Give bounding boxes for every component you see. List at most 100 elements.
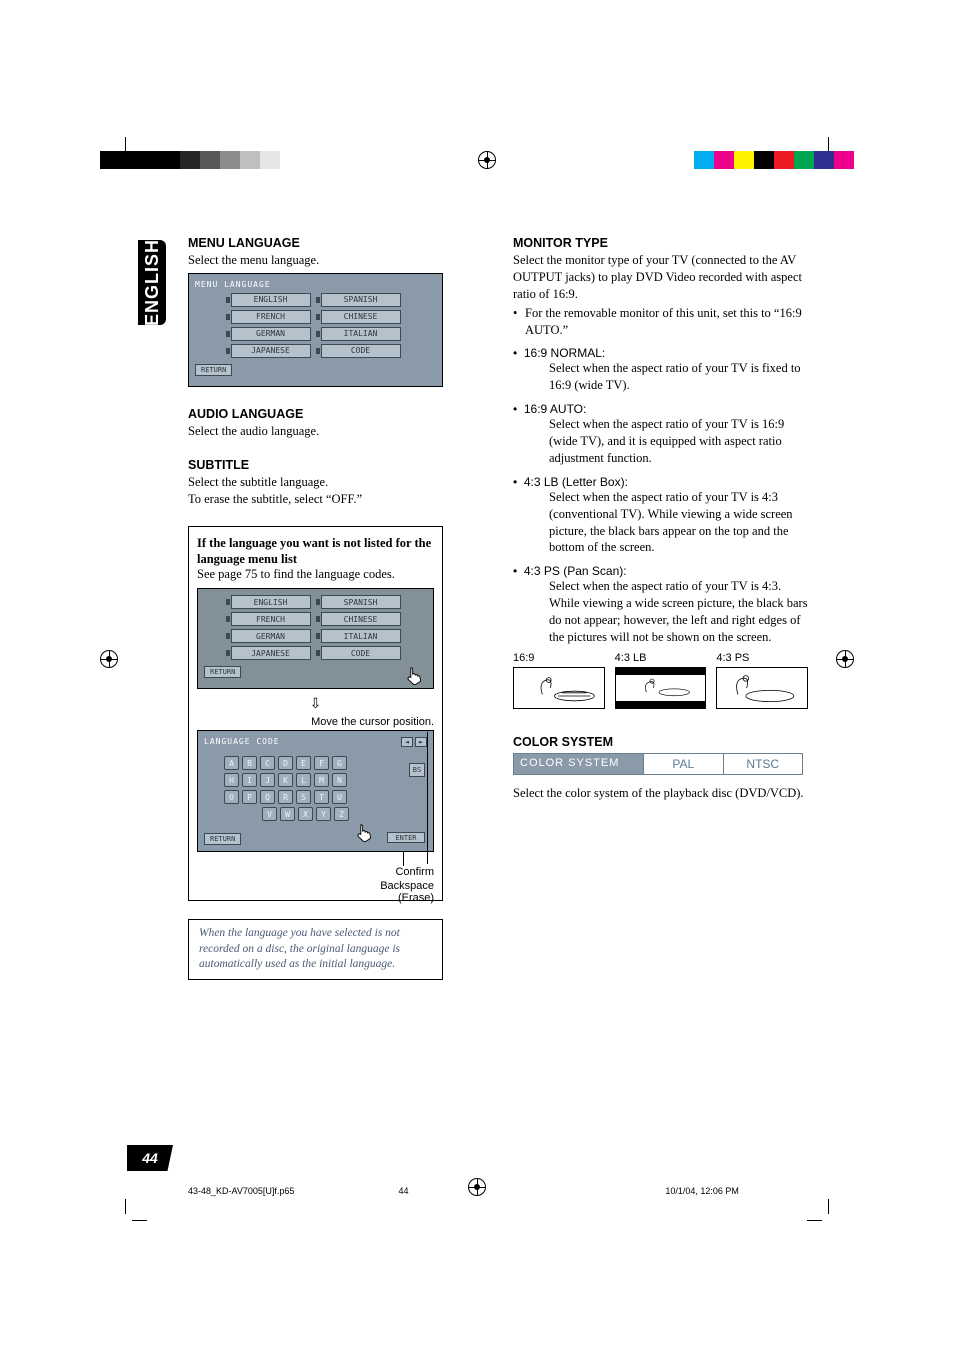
- language-tab-label: ENGLISH: [142, 239, 163, 326]
- keyboard-key[interactable]: L: [296, 773, 311, 787]
- return-button[interactable]: RETURN: [204, 833, 241, 845]
- keyboard-key[interactable]: T: [314, 790, 329, 804]
- keyboard-key[interactable]: W: [280, 807, 295, 821]
- language-tab: ENGLISH: [138, 240, 166, 325]
- audio-language-desc: Select the audio language.: [188, 423, 483, 440]
- menu-option-button[interactable]: FRENCH: [231, 612, 311, 626]
- keyboard-key[interactable]: B: [242, 756, 257, 770]
- keyboard-key[interactable]: S: [296, 790, 311, 804]
- keyboard-key[interactable]: Q: [260, 790, 275, 804]
- menu-option-button[interactable]: SPANISH: [321, 595, 401, 609]
- right-column: MONITOR TYPE Select the monitor type of …: [513, 236, 808, 980]
- keyboard-key[interactable]: M: [314, 773, 329, 787]
- keyboard-key[interactable]: A: [224, 756, 239, 770]
- menu-option-button[interactable]: CODE: [321, 344, 401, 358]
- keyboard-key[interactable]: J: [260, 773, 275, 787]
- keyboard-key[interactable]: K: [278, 773, 293, 787]
- black-step-wedge: [100, 151, 280, 169]
- page-number: 44: [142, 1150, 158, 1166]
- subtitle-desc1: Select the subtitle language.: [188, 474, 483, 491]
- keyboard-key[interactable]: P: [242, 790, 257, 804]
- menu-language-screen: MENU LANGUAGE ENGLISH FRENCH GERMAN JAPANES…: [188, 273, 443, 387]
- menu-option-button[interactable]: SPANISH: [321, 293, 401, 307]
- crop-mark: [125, 1199, 147, 1221]
- monitor-option-body: Select when the aspect ratio of your TV …: [549, 578, 808, 646]
- language-code-info-box: If the language you want is not listed f…: [188, 526, 443, 902]
- menu-option-button[interactable]: FRENCH: [231, 310, 311, 324]
- color-swatch-bar: [694, 151, 854, 169]
- keyboard-key[interactable]: Z: [334, 807, 349, 821]
- menu-option-button[interactable]: ITALIAN: [321, 629, 401, 643]
- hand-cursor-icon: [353, 822, 375, 847]
- menu-option-button[interactable]: ITALIAN: [321, 327, 401, 341]
- keyboard-key[interactable]: Y: [316, 807, 331, 821]
- menu-option-button[interactable]: JAPANESE: [231, 344, 311, 358]
- keyboard-key[interactable]: X: [298, 807, 313, 821]
- keyboard-key[interactable]: G: [332, 756, 347, 770]
- aspect-169-icon: [513, 667, 605, 709]
- cursor-left-button[interactable]: ◄: [401, 737, 413, 747]
- screen-header: MENU LANGUAGE: [195, 280, 436, 289]
- cursor-right-button[interactable]: ►: [415, 737, 427, 747]
- menu-option-button[interactable]: ENGLISH: [231, 595, 311, 609]
- keyboard-key[interactable]: R: [278, 790, 293, 804]
- print-registration-bar: [0, 145, 954, 175]
- color-swatch: [734, 151, 754, 169]
- menu-option-button[interactable]: CHINESE: [321, 612, 401, 626]
- aspect-label-43ps: 4:3 PS: [716, 652, 808, 664]
- down-arrow-icon: ⇩: [197, 695, 434, 712]
- menu-option-button[interactable]: CHINESE: [321, 310, 401, 324]
- menu-option-button[interactable]: JAPANESE: [231, 646, 311, 660]
- menu-option-button[interactable]: ENGLISH: [231, 293, 311, 307]
- note-text: When the language you have selected is n…: [199, 926, 432, 973]
- keyboard-key[interactable]: E: [296, 756, 311, 770]
- print-footer: 43-48_KD-AV7005[U]f.p65 44 10/1/04, 12:0…: [188, 1186, 809, 1196]
- aspect-43lb-icon: [615, 667, 707, 709]
- registration-mark-icon: [836, 650, 854, 668]
- menu-option-button[interactable]: GERMAN: [231, 629, 311, 643]
- color-system-pal[interactable]: PAL: [643, 754, 723, 774]
- footer-page: 44: [332, 1186, 476, 1196]
- return-button[interactable]: RETURN: [204, 666, 241, 678]
- language-code-keyboard: LANGUAGE CODE ◄ ► BS ABCDEFGHIJKLMNOPQRS…: [197, 730, 434, 852]
- color-system-bar-label: COLOR SYSTEM: [514, 754, 643, 774]
- menu-language-title: MENU LANGUAGE: [188, 236, 483, 250]
- aspect-label-169: 16:9: [513, 652, 605, 664]
- keyboard-key[interactable]: D: [278, 756, 293, 770]
- registration-mark-icon: [478, 151, 496, 169]
- color-swatch: [714, 151, 734, 169]
- page-number-tab: 44: [127, 1145, 173, 1171]
- color-system-title: COLOR SYSTEM: [513, 735, 808, 749]
- monitor-type-desc: Select the monitor type of your TV (conn…: [513, 252, 808, 303]
- hand-cursor-icon: [403, 665, 425, 690]
- keyboard-key[interactable]: U: [332, 790, 347, 804]
- menu-option-button[interactable]: GERMAN: [231, 327, 311, 341]
- enter-key[interactable]: ENTER: [387, 832, 425, 843]
- cursor-caption: Move the cursor position.: [197, 716, 434, 728]
- subtitle-desc2: To erase the subtitle, select “OFF.”: [188, 491, 483, 508]
- crop-mark: [807, 1199, 829, 1221]
- backspace-key[interactable]: BS: [409, 763, 425, 777]
- monitor-option-label: • 4:3 PS (Pan Scan):: [513, 564, 808, 578]
- monitor-option-body: Select when the aspect ratio of your TV …: [549, 416, 808, 467]
- keyboard-key[interactable]: F: [314, 756, 329, 770]
- keyboard-key[interactable]: C: [260, 756, 275, 770]
- keyboard-key[interactable]: H: [224, 773, 239, 787]
- menu-option-button[interactable]: CODE: [321, 646, 401, 660]
- keyboard-key[interactable]: I: [242, 773, 257, 787]
- aspect-ratio-illustrations: 16:9 4:3 LB 4:3 PS: [513, 652, 808, 709]
- monitor-type-title: MONITOR TYPE: [513, 236, 808, 250]
- keyboard-key[interactable]: V: [262, 807, 277, 821]
- registration-mark-icon: [100, 650, 118, 668]
- color-system-ntsc[interactable]: NTSC: [723, 754, 803, 774]
- color-system-selector: COLOR SYSTEM PAL NTSC: [513, 753, 803, 775]
- monitor-option-body: Select when the aspect ratio of your TV …: [549, 489, 808, 557]
- monitor-option-label: • 16:9 NORMAL:: [513, 346, 808, 360]
- color-swatch: [694, 151, 714, 169]
- keyboard-key[interactable]: N: [332, 773, 347, 787]
- audio-language-title: AUDIO LANGUAGE: [188, 407, 483, 421]
- color-system-desc: Select the color system of the playback …: [513, 785, 808, 802]
- left-column: MENU LANGUAGE Select the menu language. …: [188, 236, 483, 980]
- keyboard-key[interactable]: O: [224, 790, 239, 804]
- return-button[interactable]: RETURN: [195, 364, 232, 376]
